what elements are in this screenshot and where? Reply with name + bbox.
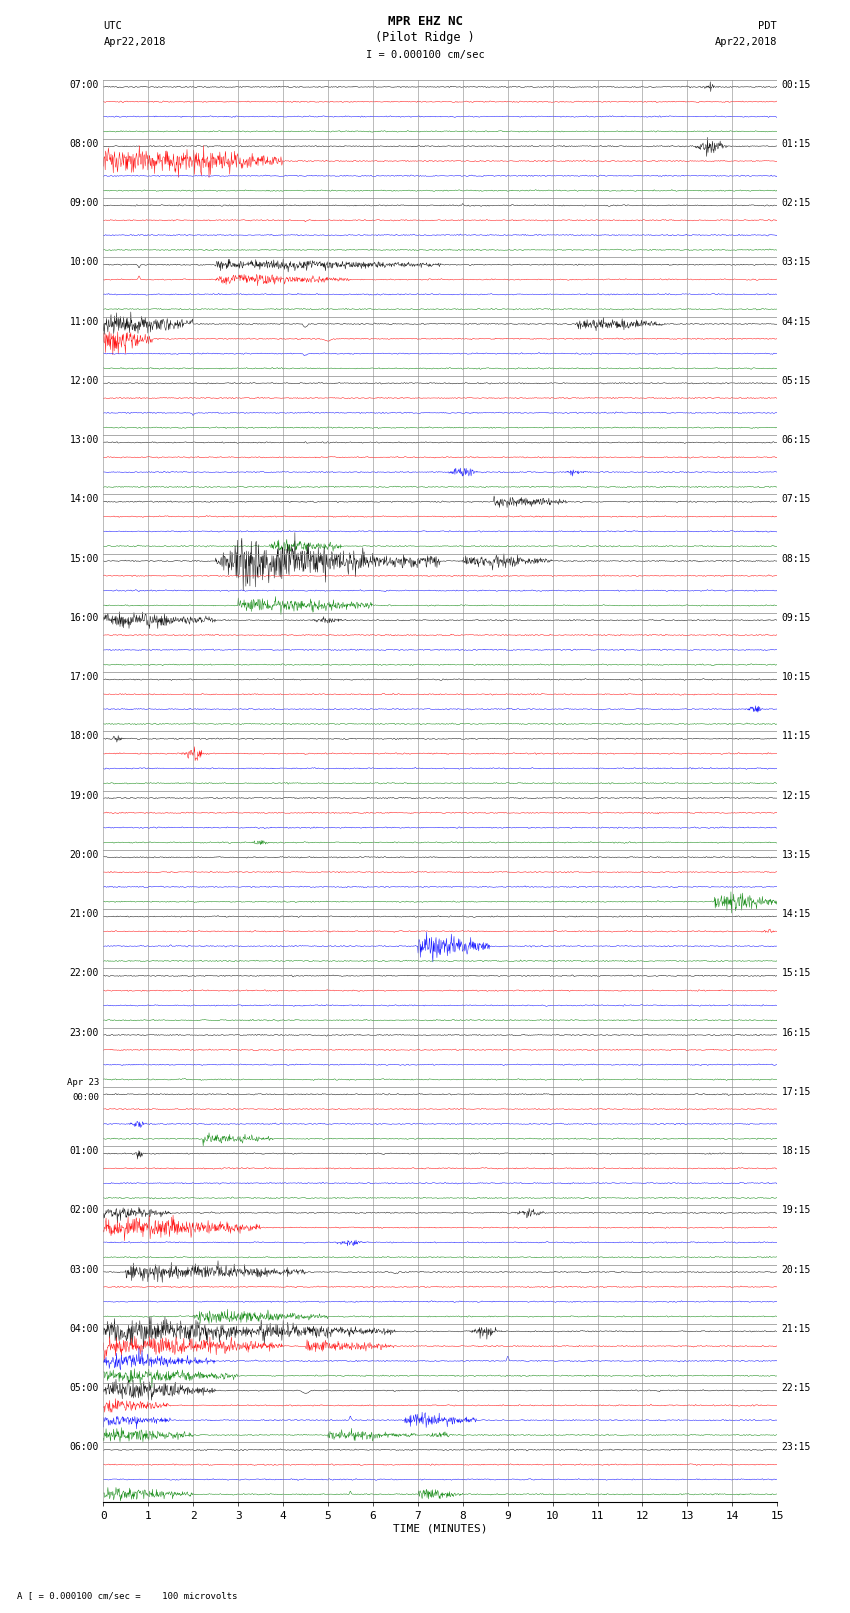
Text: 01:15: 01:15 (781, 139, 811, 148)
Text: 19:15: 19:15 (781, 1205, 811, 1215)
Text: 12:00: 12:00 (70, 376, 99, 386)
Text: 19:00: 19:00 (70, 790, 99, 800)
Text: 07:00: 07:00 (70, 79, 99, 89)
Text: 00:15: 00:15 (781, 79, 811, 89)
Text: 07:15: 07:15 (781, 494, 811, 505)
Text: 06:15: 06:15 (781, 436, 811, 445)
Text: Apr22,2018: Apr22,2018 (104, 37, 166, 47)
Text: Apr22,2018: Apr22,2018 (715, 37, 777, 47)
Text: 15:15: 15:15 (781, 968, 811, 979)
Text: (Pilot Ridge ): (Pilot Ridge ) (375, 31, 475, 44)
Text: 20:15: 20:15 (781, 1265, 811, 1274)
Text: 18:15: 18:15 (781, 1147, 811, 1157)
Text: 10:00: 10:00 (70, 258, 99, 268)
Text: 02:15: 02:15 (781, 198, 811, 208)
Text: 03:00: 03:00 (70, 1265, 99, 1274)
Text: UTC: UTC (104, 21, 122, 31)
Text: 15:00: 15:00 (70, 553, 99, 563)
Text: 08:15: 08:15 (781, 553, 811, 563)
Text: 11:00: 11:00 (70, 316, 99, 326)
X-axis label: TIME (MINUTES): TIME (MINUTES) (393, 1524, 488, 1534)
Text: 02:00: 02:00 (70, 1205, 99, 1215)
Text: 22:00: 22:00 (70, 968, 99, 979)
Text: 14:15: 14:15 (781, 910, 811, 919)
Text: 23:00: 23:00 (70, 1027, 99, 1037)
Text: 16:15: 16:15 (781, 1027, 811, 1037)
Text: 18:00: 18:00 (70, 731, 99, 742)
Text: 11:15: 11:15 (781, 731, 811, 742)
Text: MPR EHZ NC: MPR EHZ NC (388, 15, 462, 27)
Text: I = 0.000100 cm/sec: I = 0.000100 cm/sec (366, 50, 484, 60)
Text: A [ = 0.000100 cm/sec =    100 microvolts: A [ = 0.000100 cm/sec = 100 microvolts (17, 1590, 237, 1600)
Text: 04:15: 04:15 (781, 316, 811, 326)
Text: 04:00: 04:00 (70, 1324, 99, 1334)
Text: 14:00: 14:00 (70, 494, 99, 505)
Text: 01:00: 01:00 (70, 1147, 99, 1157)
Text: 17:15: 17:15 (781, 1087, 811, 1097)
Text: 21:15: 21:15 (781, 1324, 811, 1334)
Text: 03:15: 03:15 (781, 258, 811, 268)
Text: 20:00: 20:00 (70, 850, 99, 860)
Text: Apr 23: Apr 23 (67, 1077, 99, 1087)
Text: 09:15: 09:15 (781, 613, 811, 623)
Text: 06:00: 06:00 (70, 1442, 99, 1452)
Text: 08:00: 08:00 (70, 139, 99, 148)
Text: 17:00: 17:00 (70, 673, 99, 682)
Text: 09:00: 09:00 (70, 198, 99, 208)
Text: 23:15: 23:15 (781, 1442, 811, 1452)
Text: 13:00: 13:00 (70, 436, 99, 445)
Text: 13:15: 13:15 (781, 850, 811, 860)
Text: 10:15: 10:15 (781, 673, 811, 682)
Text: 00:00: 00:00 (72, 1094, 99, 1102)
Text: 22:15: 22:15 (781, 1384, 811, 1394)
Text: 16:00: 16:00 (70, 613, 99, 623)
Text: 21:00: 21:00 (70, 910, 99, 919)
Text: 12:15: 12:15 (781, 790, 811, 800)
Text: PDT: PDT (758, 21, 777, 31)
Text: 05:00: 05:00 (70, 1384, 99, 1394)
Text: 05:15: 05:15 (781, 376, 811, 386)
